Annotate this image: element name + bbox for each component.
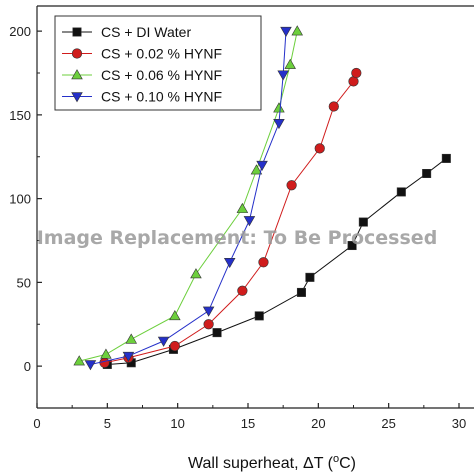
- legend-label: CS + 0.10 % HYNF: [101, 89, 222, 105]
- legend-marker: [71, 92, 83, 103]
- data-point: [84, 360, 97, 371]
- x-tick-label: 10: [170, 416, 184, 431]
- legend: CS + DI Water CS + 0.02 % HYNF CS + 0.06 %…: [54, 15, 262, 111]
- x-tick-label: 5: [104, 416, 111, 431]
- x-axis-title-prefix: Wall superheat, ΔT (: [188, 455, 334, 472]
- data-point: [305, 272, 315, 282]
- data-point: [190, 268, 202, 279]
- legend-marker: [72, 27, 82, 37]
- legend-entry: CS + 0.06 % HYNF: [62, 67, 222, 83]
- data-point: [254, 311, 264, 321]
- y-axis-ticks: 0 50 100 150 200: [9, 24, 42, 374]
- data-point: [441, 153, 451, 163]
- x-axis-title: Wall superheat, ΔT (oC): [188, 453, 356, 472]
- data-point: [258, 257, 269, 268]
- series-3: [73, 25, 304, 366]
- x-axis-title-superscript: o: [333, 453, 339, 465]
- data-point: [284, 58, 296, 69]
- data-point: [314, 143, 325, 154]
- series-layer: [73, 25, 451, 371]
- legend-entry: CS + DI Water: [62, 24, 191, 40]
- data-point: [243, 216, 256, 227]
- data-point: [73, 355, 85, 366]
- data-point: [250, 164, 263, 175]
- x-tick-label: 20: [311, 416, 325, 431]
- y-tick-label: 50: [17, 275, 31, 290]
- legend-label: CS + DI Water: [101, 24, 191, 40]
- data-point: [273, 102, 285, 113]
- x-tick-label: 25: [381, 416, 395, 431]
- legend-marker: [71, 69, 83, 80]
- y-tick-label: 100: [9, 192, 31, 207]
- data-point: [169, 310, 181, 321]
- data-point: [236, 202, 249, 213]
- y-tick-label: 150: [9, 108, 31, 123]
- watermark-text: Image Replacement: To Be Processed: [37, 227, 438, 249]
- data-point: [125, 333, 138, 344]
- data-point: [351, 67, 362, 79]
- data-point: [296, 287, 306, 297]
- data-point: [203, 319, 214, 330]
- data-point: [202, 306, 215, 317]
- x-axis-ticks: 0 5 10 15 20 25 30: [33, 403, 466, 431]
- series-line: [79, 31, 298, 362]
- y-tick-label: 0: [24, 359, 31, 374]
- data-point: [396, 187, 406, 197]
- data-point: [256, 160, 268, 171]
- legend-entry: CS + 0.02 % HYNF: [62, 46, 222, 62]
- x-axis-title-suffix: C): [339, 455, 356, 472]
- series-2: [99, 67, 362, 368]
- series-line: [90, 31, 287, 365]
- data-point: [347, 241, 357, 251]
- x-tick-label: 30: [452, 416, 466, 431]
- data-point: [223, 258, 236, 269]
- legend-entry: CS + 0.10 % HYNF: [62, 89, 222, 105]
- legend-marker: [71, 48, 83, 59]
- x-tick-label: 15: [241, 416, 255, 431]
- data-point: [273, 119, 285, 130]
- data-point: [99, 357, 110, 368]
- data-point: [422, 169, 432, 179]
- x-tick-label: 0: [33, 416, 40, 431]
- data-point: [237, 285, 248, 296]
- data-point: [277, 70, 289, 81]
- data-point: [280, 26, 292, 37]
- data-point: [157, 336, 170, 347]
- data-point: [212, 328, 222, 338]
- series-4: [84, 26, 292, 371]
- data-point: [286, 180, 297, 191]
- y-tick-label: 200: [9, 24, 31, 39]
- data-point: [358, 217, 368, 227]
- data-point: [291, 25, 304, 36]
- data-point: [169, 340, 180, 352]
- data-point: [328, 101, 339, 112]
- legend-label: CS + 0.06 % HYNF: [101, 67, 222, 83]
- data-point: [100, 348, 112, 359]
- legend-label: CS + 0.02 % HYNF: [101, 46, 222, 62]
- data-point: [122, 351, 135, 362]
